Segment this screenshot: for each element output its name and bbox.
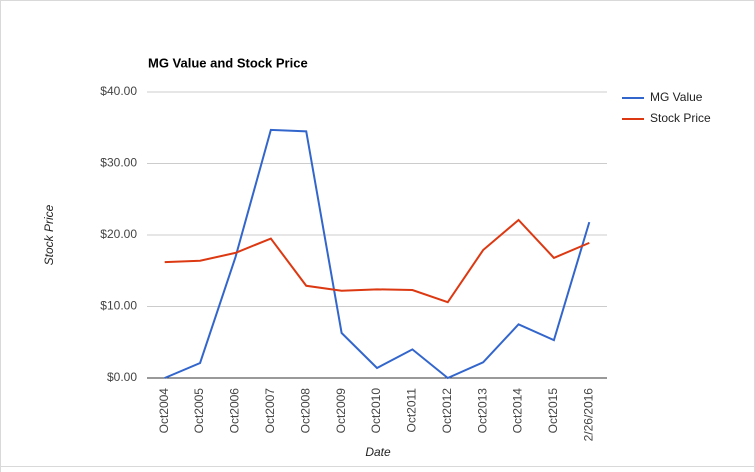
- x-axis-label: Date: [365, 445, 391, 459]
- x-tick-label: Oct2015: [546, 388, 560, 434]
- y-tick-label: $30.00: [100, 156, 137, 170]
- x-tick-label: Oct2006: [228, 388, 242, 434]
- x-tick-label: Oct2013: [475, 388, 489, 434]
- y-tick-label: $20.00: [100, 227, 137, 241]
- x-tick-label: Oct2009: [334, 388, 348, 434]
- x-tick-label: Oct2007: [263, 388, 277, 434]
- chart-title: MG Value and Stock Price: [148, 55, 308, 70]
- x-tick-label: Oct2011: [405, 388, 419, 433]
- legend-label: Stock Price: [650, 111, 711, 125]
- data-line: [164, 128, 591, 380]
- x-tick-label: Oct2004: [157, 388, 171, 434]
- data-line: [164, 218, 590, 304]
- y-tick-label: $10.00: [100, 299, 137, 313]
- x-tick-label: 2/26/2016: [581, 388, 595, 442]
- legend-label: MG Value: [650, 90, 703, 104]
- y-tick-label: $40.00: [100, 84, 137, 98]
- x-tick-label: Oct2008: [298, 388, 312, 434]
- x-tick-label: Oct2014: [511, 388, 525, 434]
- y-tick-label: $0.00: [107, 370, 137, 384]
- x-tick-label: Oct2012: [440, 388, 454, 434]
- x-tick-label: Oct2005: [192, 388, 206, 434]
- x-tick-label: Oct2010: [369, 388, 383, 434]
- y-axis-label: Stock Price: [42, 204, 56, 265]
